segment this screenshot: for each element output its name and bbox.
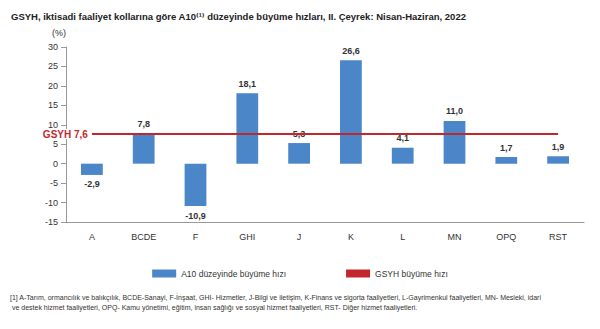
svg-text:K: K bbox=[348, 232, 354, 242]
svg-text:ve destek hizmet faaliyetleri,: ve destek hizmet faaliyetleri, OPQ- Kamu… bbox=[10, 304, 417, 312]
svg-text:25: 25 bbox=[48, 61, 58, 71]
svg-text:GHI: GHI bbox=[239, 232, 255, 242]
svg-text:11,0: 11,0 bbox=[446, 106, 463, 116]
svg-text:L: L bbox=[400, 232, 405, 242]
svg-text:RST: RST bbox=[549, 232, 568, 242]
svg-text:-2,9: -2,9 bbox=[84, 179, 100, 189]
svg-text:J: J bbox=[297, 232, 302, 242]
svg-text:F: F bbox=[193, 232, 199, 242]
svg-text:1,7: 1,7 bbox=[500, 143, 513, 153]
svg-text:30: 30 bbox=[48, 42, 58, 52]
svg-text:-5: -5 bbox=[50, 178, 58, 188]
svg-text:5,3: 5,3 bbox=[292, 128, 306, 139]
svg-text:7,8: 7,8 bbox=[137, 119, 150, 129]
svg-text:BCDE: BCDE bbox=[131, 232, 156, 242]
svg-text:GSYH 7,6: GSYH 7,6 bbox=[43, 129, 88, 140]
svg-text:15: 15 bbox=[48, 100, 58, 110]
svg-text:4,1: 4,1 bbox=[396, 133, 409, 144]
svg-text:[1] A-Tarım, ormancılık ve bal: [1] A-Tarım, ormancılık ve balıkçılık, B… bbox=[10, 293, 541, 302]
svg-text:-10: -10 bbox=[45, 198, 58, 208]
svg-text:-10,9: -10,9 bbox=[185, 211, 206, 221]
svg-text:OPQ: OPQ bbox=[496, 232, 516, 242]
svg-text:18,1: 18,1 bbox=[239, 79, 257, 89]
svg-text:0: 0 bbox=[53, 159, 58, 169]
svg-text:A10 düzeyinde büyüme hızı: A10 düzeyinde büyüme hızı bbox=[181, 269, 286, 279]
svg-text:GSYH, iktisadi faaliyet kollar: GSYH, iktisadi faaliyet kollarına göre A… bbox=[11, 11, 466, 22]
svg-text:10: 10 bbox=[48, 119, 58, 130]
svg-text:A: A bbox=[89, 232, 95, 242]
svg-text:1,9: 1,9 bbox=[552, 142, 565, 152]
svg-text:26,6: 26,6 bbox=[342, 46, 360, 56]
svg-text:-15: -15 bbox=[45, 217, 58, 227]
svg-text:5: 5 bbox=[53, 139, 58, 149]
svg-text:MN: MN bbox=[448, 232, 462, 242]
svg-text:(%): (%) bbox=[52, 28, 66, 38]
svg-text:20: 20 bbox=[48, 81, 58, 91]
svg-text:GSYH büyüme hızı: GSYH büyüme hızı bbox=[375, 269, 448, 279]
